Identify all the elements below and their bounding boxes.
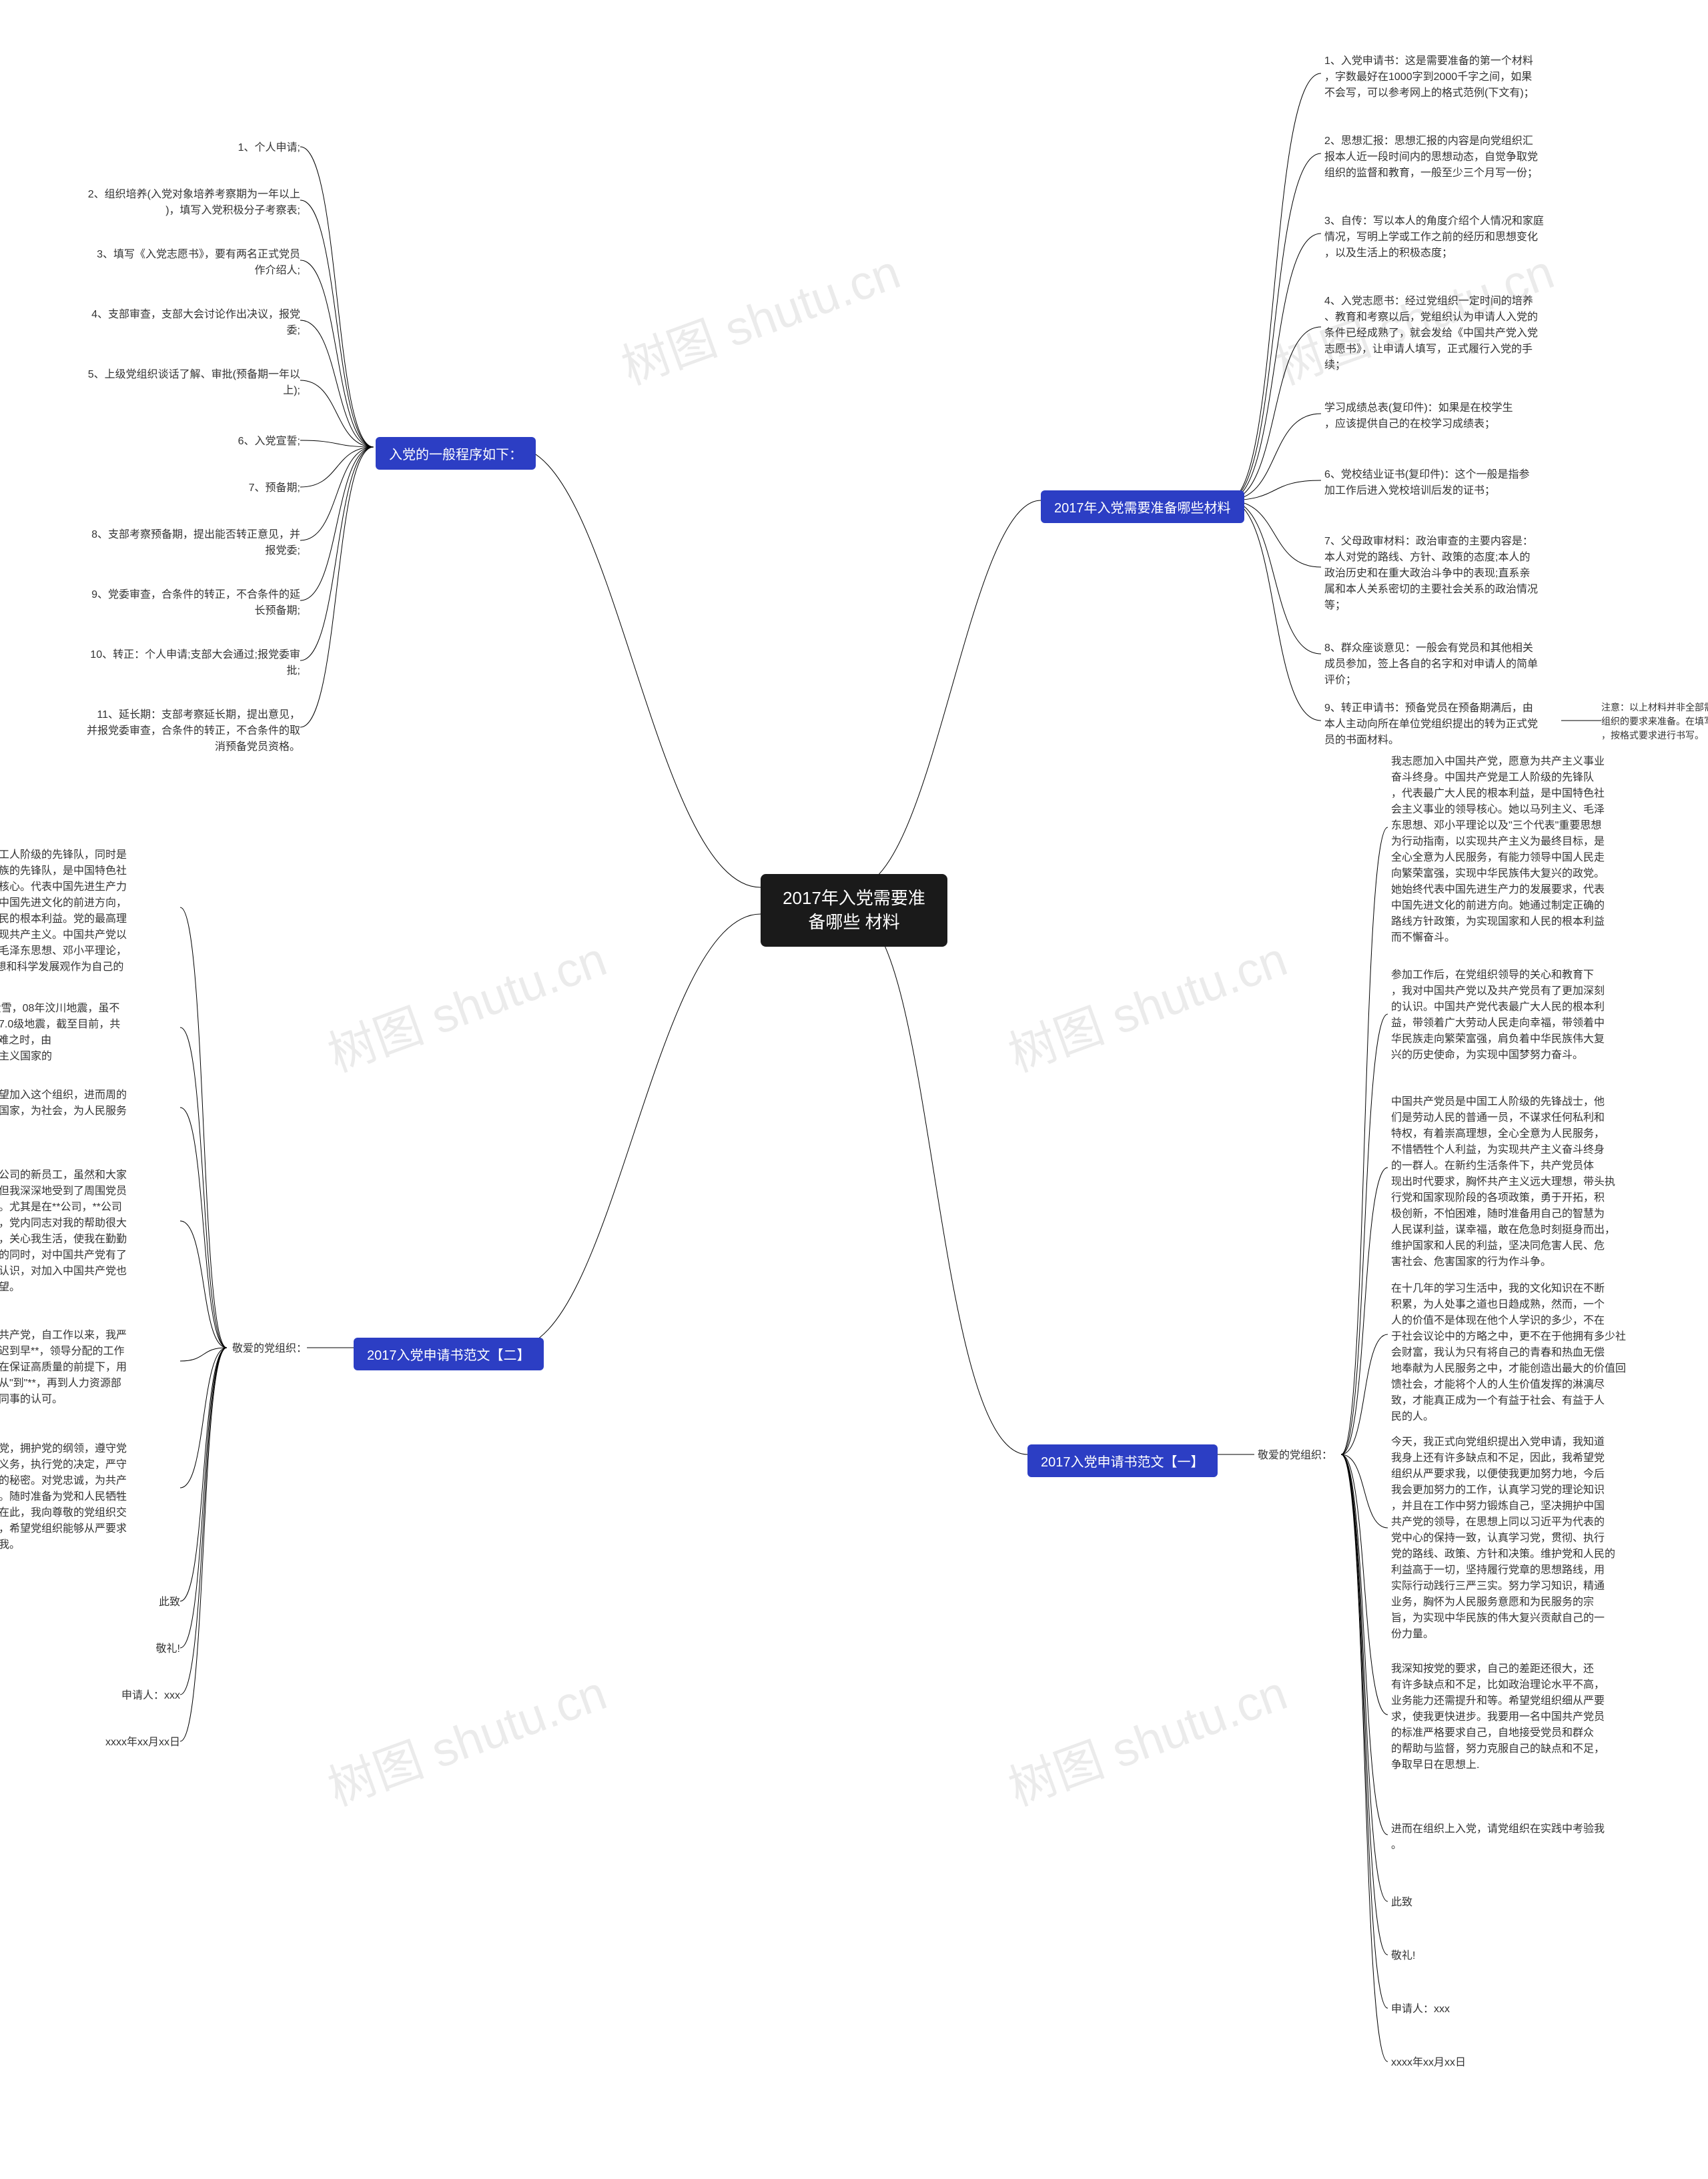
leaf-bl-7: 敬礼! bbox=[0, 1641, 180, 1657]
leaf-tl-7: 8、支部考察预备期，提出能否转正意见，并 报党委; bbox=[33, 527, 300, 559]
leaf-tl-10: 11、延长期：支部考察延长期，提出意见， 并报党委审查，合条件的转正，不合条件的… bbox=[33, 707, 300, 755]
leaf-tr-5: 6、党校结业证书(复印件)：这个一般是指参 加工作后进入党校培训后发的证书； bbox=[1324, 467, 1591, 499]
leaf-tl-4: 5、上级党组织谈话了解、审批(预备期一年以 上); bbox=[33, 367, 300, 399]
watermark: 树图 shutu.cn bbox=[317, 920, 614, 1085]
leaf-tl-3: 4、支部审查，支部大会讨论作出决议，报党 委; bbox=[33, 307, 300, 339]
leaf-br-1: 参加工作后，在党组织领导的关心和教育下 ，我对中国共产党以及共产党员有了更加深刻… bbox=[1391, 967, 1658, 1063]
leaf-bl-2: 指引我前进，我希望加入这个组织，进而周的 接触能够更好的为国家，为社会，为人民服… bbox=[0, 1087, 180, 1136]
leaf-tl-8: 9、党委审查，合条件的转正，不合条件的延 长预备期; bbox=[33, 587, 300, 619]
leaf-br-8: 敬礼! bbox=[1391, 1948, 1658, 1964]
leaf-br-0: 我志愿加入中国共产党，愿意为共产主义事业 奋斗终身。中国共产党是工人阶级的先锋队… bbox=[1391, 754, 1658, 946]
leaf-bl-5: 我愿加入中国共产党，拥护党的纲领，遵守党 的章程，履行党员义务，执行党的决定，严… bbox=[0, 1441, 180, 1553]
watermark: 树图 shutu.cn bbox=[610, 233, 908, 398]
leaf-tr-7: 8、群众座谈意见：一般会有党员和其他相关 成员参加，签上各自的名字和对申请人的简… bbox=[1324, 640, 1591, 689]
leaf-br-2: 中国共产党员是中国工人阶级的先锋战士，他 们是劳动人民的普通一员，不谋求任何私利… bbox=[1391, 1094, 1658, 1270]
leaf-br-6: 进而在组织上入党，请党组织在实践中考验我 。 bbox=[1391, 1821, 1658, 1853]
leaf-bl-4: 为了能够加入中国共产党，自工作以来，我严 格要求自己，从未迟到早**，领导分配的… bbox=[0, 1328, 180, 1408]
leaf-tr-9: 注意：以上材料并非全部需要，要根据各地党 组织的要求来准备。在填写时，必须字迹工… bbox=[1601, 701, 1708, 743]
branch-essay2: 2017入党申请书范文【二】 bbox=[354, 1338, 544, 1370]
leaf-tl-5: 6、入党宣誓; bbox=[33, 434, 300, 450]
center-node: 2017年入党需要准备哪些 材料 bbox=[761, 874, 947, 947]
leaf-tr-1: 2、思想汇报：思想汇报的内容是向党组织汇 报本人近一段时间内的思想动态，自觉争取… bbox=[1324, 133, 1591, 181]
leaf-br-7: 此致 bbox=[1391, 1895, 1658, 1911]
leaf-bl-6: 此致 bbox=[0, 1595, 180, 1611]
leaf-br-10: xxxx年xx月xx日 bbox=[1391, 2055, 1658, 2071]
mid-br: 敬爱的党组织： bbox=[1258, 1448, 1338, 1464]
leaf-tl-1: 2、组织培养(入党对象培养考察期为一年以上 )，填写入党积极分子考察表; bbox=[33, 187, 300, 219]
mid-bl: 敬爱的党组织： bbox=[227, 1341, 307, 1357]
leaf-br-4: 今天，我正式向党组织提出入党申请，我知道 我身上还有许多缺点和不足，因此，我希望… bbox=[1391, 1434, 1658, 1643]
leaf-tl-0: 1、个人申请; bbox=[33, 140, 300, 156]
branch-materials: 2017年入党需要准备哪些材料 bbox=[1041, 490, 1244, 523]
leaf-br-5: 我深知按党的要求，自己的差距还很大，还 有许多缺点和不足，比如政治理论水平不高，… bbox=[1391, 1661, 1658, 1773]
leaf-bl-3: 作为一名刚刚进入公司的新员工，虽然和大家 接触的时间不长，但我深深地受到了周围党… bbox=[0, 1168, 180, 1296]
leaf-br-3: 在十几年的学习生活中，我的文化知识在不断 积累，为人处事之道也日趋成熟，然而，一… bbox=[1391, 1281, 1658, 1425]
leaf-tl-6: 7、预备期; bbox=[33, 480, 300, 496]
watermark: 树图 shutu.cn bbox=[317, 1654, 614, 1819]
leaf-tl-2: 3、填写《入党志愿书》，要有两名正式党员 作介绍人; bbox=[33, 247, 300, 279]
leaf-bl-0: 中国共产党是中国工人阶级的先锋队，同时是 中国人民和中华民族的先锋队，是中国特色… bbox=[0, 847, 180, 991]
leaf-tr-0: 1、入党申请书：这是需要准备的第一个材料 ，字数最好在1000字到2000千字之… bbox=[1324, 53, 1591, 101]
watermark: 树图 shutu.cn bbox=[997, 920, 1295, 1085]
watermark: 树图 shutu.cn bbox=[997, 1654, 1295, 1819]
leaf-tr-3: 4、入党志愿书：经过党组织一定时间的培养 、教育和考察以后，党组织认为申请人入党… bbox=[1324, 294, 1591, 374]
leaf-tr-2: 3、自传：写以本人的角度介绍个人情况和家庭 情况，写明上学或工作之前的经历和思想… bbox=[1324, 213, 1591, 262]
branch-procedure: 入党的一般程序如下： bbox=[376, 437, 536, 470]
leaf-bl-8: 申请人：xxx bbox=[0, 1688, 180, 1704]
leaf-br-9: 申请人：xxx bbox=[1391, 2002, 1658, 2018]
leaf-bl-1: 98年洪水，08年大雪，08年汶川地震，虽不 能到达灾区，但到7.0级地震，截至… bbox=[0, 1001, 180, 1065]
leaf-tr-6: 7、父母政审材料：政治审查的主要内容是： 本人对党的路线、方针、政策的态度;本人… bbox=[1324, 534, 1591, 614]
leaf-tr-4: 学习成绩总表(复印件)：如果是在校学生 ，应该提供自己的在校学习成绩表； bbox=[1324, 400, 1591, 432]
leaf-bl-9: xxxx年xx月xx日 bbox=[0, 1735, 180, 1751]
leaf-tr-8: 9、转正申请书：预备党员在预备期满后，由 本人主动向所在单位党组织提出的转为正式… bbox=[1324, 701, 1571, 749]
branch-essay1: 2017入党申请书范文【一】 bbox=[1027, 1444, 1218, 1477]
leaf-tl-9: 10、转正：个人申请;支部大会通过;报党委审 批; bbox=[33, 647, 300, 679]
